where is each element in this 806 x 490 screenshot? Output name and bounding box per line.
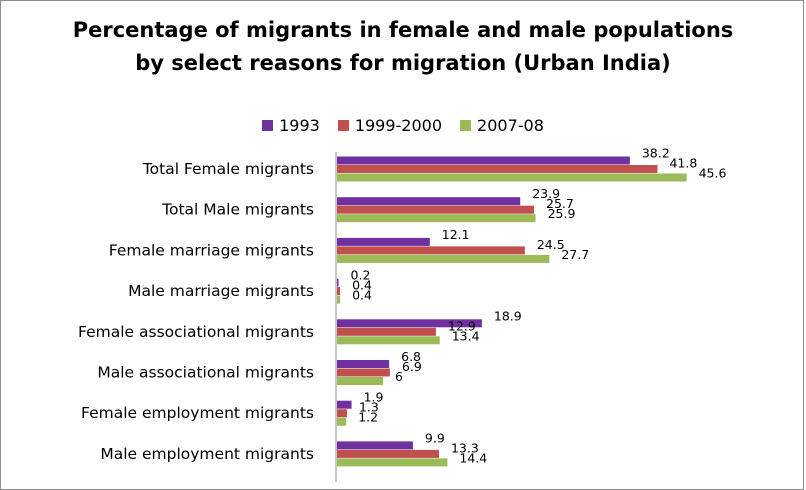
bar-2007-08 (337, 458, 448, 467)
data-label: 6.9 (402, 359, 422, 374)
bar-1999-2000 (337, 409, 347, 418)
data-label: 25.7 (546, 196, 574, 211)
category-labels: Total Female migrants Total Male migrants… (78, 160, 314, 463)
category-label: Total Male migrants (161, 201, 314, 219)
bar-1999-2000 (337, 368, 390, 377)
legend-label-1993: 1993 (279, 116, 320, 135)
bar-1993 (337, 400, 352, 409)
bar-1999-2000 (337, 287, 341, 296)
data-label: 12.1 (442, 227, 470, 242)
legend-entry-1993: 1993 (262, 116, 320, 135)
legend-swatch-1999-2000 (337, 120, 349, 131)
bar-1999-2000 (337, 246, 525, 255)
bar-1993 (337, 360, 390, 368)
bars (337, 156, 687, 467)
data-label: 45.6 (699, 166, 727, 181)
data-label: 24.5 (537, 237, 565, 252)
bar-1993 (337, 441, 413, 450)
legend-swatch-1993 (262, 120, 274, 131)
data-label: 27.7 (561, 247, 589, 262)
bar-2007-08 (337, 173, 687, 182)
bar-2007-08 (337, 254, 550, 263)
bar-1993 (337, 197, 521, 206)
legend-entry-2007-08: 2007-08 (460, 116, 544, 135)
data-label: 25.9 (548, 206, 576, 221)
category-label: Female employment migrants (81, 404, 314, 422)
data-label: 6 (395, 369, 403, 384)
bar-1999-2000 (337, 205, 535, 214)
legend: 1993 1999-2000 2007-08 (0, 116, 806, 135)
data-labels: 38.241.845.623.925.725.912.124.527.70.20… (351, 146, 727, 466)
data-label: 38.2 (642, 146, 670, 161)
data-label: 6.8 (401, 349, 421, 364)
data-label: 0.4 (352, 288, 372, 303)
data-label: 1.3 (359, 400, 379, 415)
data-label: 0.4 (352, 278, 372, 293)
category-label: Male employment migrants (100, 445, 314, 463)
category-label: Female associational migrants (78, 323, 314, 341)
bar-2007-08 (337, 417, 347, 426)
bar-2007-08 (337, 336, 440, 345)
bar-1999-2000 (337, 165, 658, 173)
data-label: 12.9 (448, 318, 476, 333)
bar-1993 (337, 278, 339, 287)
data-label: 41.8 (669, 156, 697, 171)
data-label: 23.9 (532, 186, 560, 201)
legend-swatch-2007-08 (460, 120, 472, 131)
bar-2007-08 (337, 214, 536, 223)
data-label: 14.4 (459, 450, 487, 465)
legend-label-2007-08: 2007-08 (477, 116, 544, 135)
chart-title: Percentage of migrants in female and mal… (72, 18, 734, 75)
category-label: Male associational migrants (97, 364, 314, 382)
category-label: Male marriage migrants (128, 282, 314, 300)
bar-1999-2000 (337, 449, 439, 458)
bar-1999-2000 (337, 327, 436, 336)
bar-1993 (337, 156, 630, 165)
data-label: 1.2 (358, 410, 378, 425)
data-label: 18.9 (494, 308, 522, 323)
legend-label-1999-2000: 1999-2000 (354, 116, 443, 135)
bar-1993 (337, 237, 430, 246)
data-label: 9.9 (425, 430, 445, 445)
data-label: 0.2 (351, 268, 371, 283)
data-label: 1.9 (364, 390, 384, 405)
data-label: 13.3 (451, 440, 479, 455)
category-label: Total Female migrants (142, 160, 314, 178)
data-label: 13.4 (452, 328, 480, 343)
bar-2007-08 (337, 377, 383, 385)
legend-entry-1999-2000: 1999-2000 (337, 116, 443, 135)
category-label: Female marriage migrants (109, 241, 314, 259)
bar-2007-08 (337, 295, 341, 304)
bar-1993 (337, 319, 482, 328)
